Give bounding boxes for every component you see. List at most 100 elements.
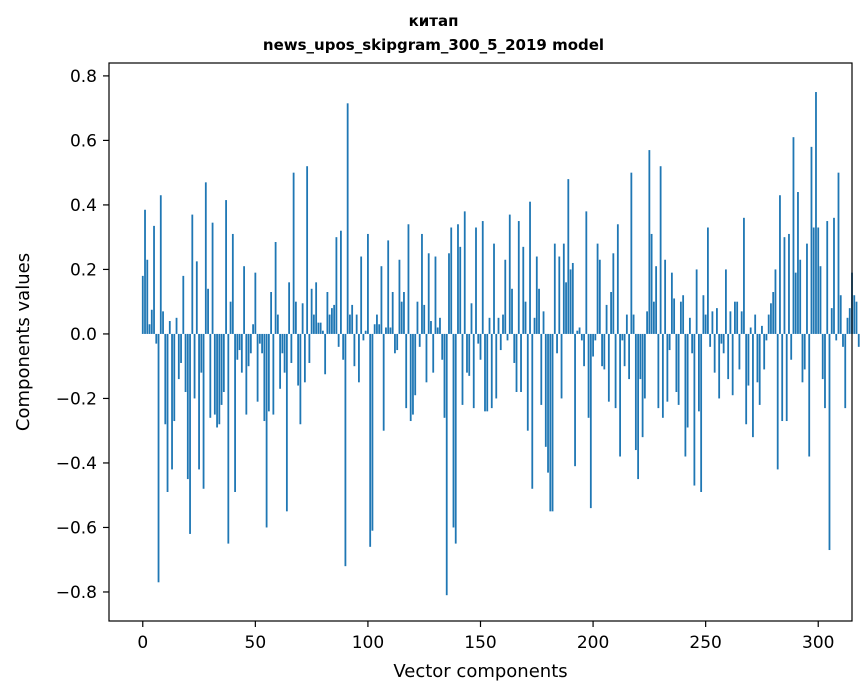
bar (794, 272, 797, 334)
bar (198, 333, 200, 470)
bar (367, 233, 369, 334)
bar (632, 314, 635, 334)
bar (240, 333, 243, 373)
bar (700, 333, 703, 492)
bar (150, 309, 153, 334)
bar (234, 333, 236, 492)
chart-subtitle: news_upos_skipgram_300_5_2019 model (262, 36, 605, 54)
bar (707, 227, 709, 334)
bar (213, 333, 216, 415)
bar (488, 317, 491, 334)
plot-frame (108, 62, 853, 622)
bar (716, 308, 718, 334)
bar (432, 333, 435, 373)
bar (274, 242, 277, 334)
bar (434, 256, 437, 334)
bar (752, 333, 754, 438)
bar (783, 237, 786, 334)
bar (799, 259, 802, 334)
bar (664, 259, 667, 334)
bar (403, 292, 405, 334)
bar (400, 301, 403, 334)
bar (522, 246, 525, 334)
bar (457, 224, 459, 334)
bar (637, 333, 640, 480)
bar (292, 172, 295, 334)
bar (803, 333, 806, 370)
bar (369, 333, 372, 547)
bar (353, 333, 356, 367)
bar (587, 333, 590, 418)
bar (767, 314, 770, 334)
bar (558, 256, 561, 334)
bar (670, 272, 673, 334)
bar (493, 243, 495, 334)
bar (321, 330, 324, 334)
bar (270, 292, 273, 334)
bar (792, 137, 795, 334)
bar (520, 333, 522, 392)
y-tick-label: −0.4 (56, 454, 97, 474)
bar (445, 333, 448, 596)
bar (319, 322, 322, 334)
bar (164, 333, 167, 425)
bar (484, 333, 486, 412)
bar (560, 333, 563, 399)
bar (407, 224, 410, 334)
bar (688, 317, 691, 334)
bar (740, 311, 743, 334)
bar (815, 92, 817, 334)
bar (166, 333, 169, 492)
bar (571, 262, 574, 334)
bar (385, 327, 387, 334)
bar (657, 333, 660, 409)
bar (781, 333, 784, 422)
bar (441, 333, 444, 360)
bar (650, 233, 653, 334)
bar (839, 295, 842, 334)
bar (276, 314, 279, 334)
bar (173, 333, 176, 422)
bar (682, 295, 685, 334)
bar (758, 333, 761, 405)
bar (461, 333, 464, 405)
x-tick-label: 150 (464, 633, 496, 653)
bar (423, 304, 426, 334)
bar (245, 333, 248, 415)
bar (247, 333, 250, 367)
bar (425, 333, 428, 383)
bar (191, 214, 194, 334)
bar (463, 211, 466, 334)
bar (668, 333, 671, 351)
bar (168, 321, 171, 334)
bar (842, 333, 844, 347)
bars-layer (141, 92, 860, 596)
bar (549, 333, 552, 512)
bar (601, 333, 603, 367)
bar (594, 333, 597, 341)
bar (144, 209, 146, 334)
bar (547, 333, 549, 473)
bar (391, 292, 394, 334)
bar (290, 333, 293, 363)
bar (679, 301, 682, 334)
bar (209, 333, 212, 418)
bar (540, 333, 543, 405)
x-axis-label: Vector components (393, 661, 567, 682)
bar (693, 333, 696, 486)
bar (745, 333, 748, 425)
bar (177, 333, 180, 380)
bar (790, 333, 793, 360)
bar (736, 301, 739, 334)
bar (702, 295, 705, 334)
bar (661, 333, 664, 418)
bar (486, 333, 489, 412)
bar (824, 333, 826, 409)
bar (524, 301, 527, 334)
bar (720, 333, 723, 344)
bar (378, 324, 381, 334)
bar (734, 301, 736, 334)
bar (788, 233, 790, 334)
bar (574, 333, 576, 467)
bar (639, 333, 642, 380)
